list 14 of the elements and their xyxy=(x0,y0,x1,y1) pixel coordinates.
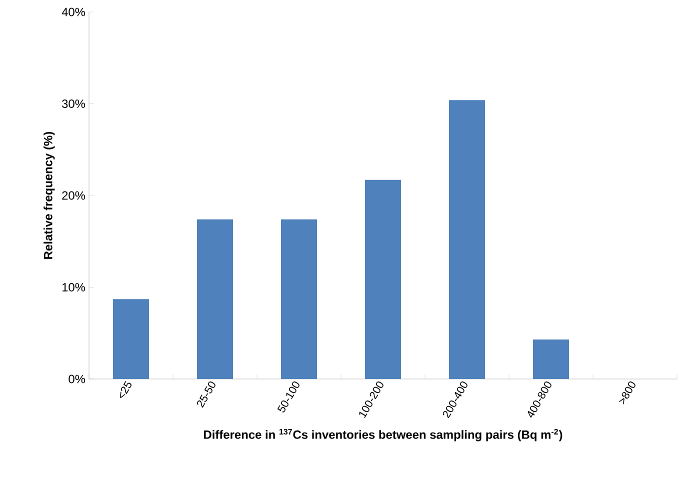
y-tick-label: 0% xyxy=(68,374,86,384)
y-tick-label: 20% xyxy=(62,191,86,200)
y-axis-title: Relative frequency (%) xyxy=(44,132,55,259)
bar xyxy=(449,100,485,379)
x-axis-title: Difference in $^{137}$Cs inventories between sampling pairs (Bq m$^{-2}$) xyxy=(204,428,562,442)
bar xyxy=(533,340,569,379)
y-tick-label: 10% xyxy=(62,283,86,292)
y-tick-label: 40% xyxy=(62,8,86,16)
bar xyxy=(281,219,317,379)
bar xyxy=(113,299,149,379)
bar xyxy=(197,219,233,379)
bar xyxy=(365,180,401,379)
y-tick-label: 30% xyxy=(62,100,86,108)
x-tick-label: <25 xyxy=(120,380,132,398)
